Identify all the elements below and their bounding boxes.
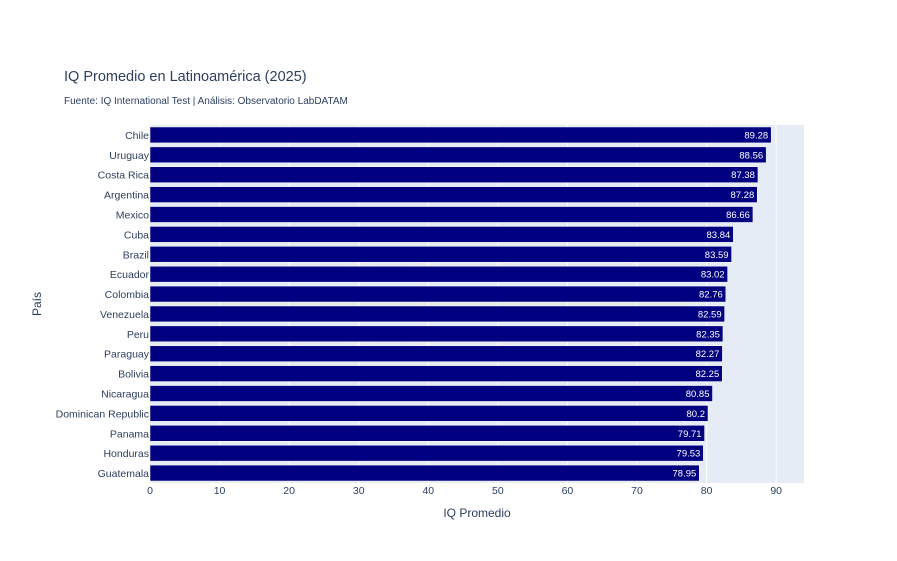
bar-value-label: 82.27 [696, 349, 720, 360]
bar-value-label: 78.95 [673, 469, 697, 480]
plot-area [150, 125, 804, 483]
y-tick-label: Mexico [116, 210, 149, 222]
bar [149, 146, 767, 164]
bar-value-label: 87.28 [730, 190, 754, 201]
chart-subtitle: Fuente: IQ International Test | Análisis… [64, 96, 348, 107]
bar [149, 464, 700, 482]
y-tick-label: Uruguay [109, 150, 149, 162]
y-tick-label: Paraguay [104, 349, 150, 361]
bar-value-label: 82.35 [696, 329, 720, 340]
bar [149, 345, 723, 362]
y-tick-label: Brazil [123, 249, 149, 261]
x-tick-label: 30 [353, 485, 365, 497]
x-tick-label: 70 [631, 485, 643, 497]
bar [149, 206, 754, 223]
bar [149, 186, 758, 203]
bar-value-label: 79.53 [677, 449, 701, 460]
gridlines [219, 125, 777, 483]
y-tick-label: Bolivia [118, 369, 149, 381]
y-tick-label: Costa Rica [98, 170, 150, 182]
x-tick-label: 80 [701, 485, 713, 497]
bar-value-label: 82.76 [699, 290, 723, 301]
y-tick-labels: Chile Uruguay Costa Rica Argentina Mexico Cub… [56, 130, 150, 480]
x-tick-label: 20 [283, 485, 295, 497]
bar [149, 405, 709, 422]
bar-value-label: 83.59 [705, 250, 729, 261]
bar-value-label: 79.71 [678, 429, 702, 440]
bar [149, 305, 725, 323]
x-tick-labels: 0 10 20 30 40 50 60 70 80 90 [147, 485, 782, 497]
bar [149, 425, 705, 442]
bar-value-label: 89.28 [744, 130, 768, 141]
chart-title: IQ Promedio en Latinoamérica (2025) [64, 69, 307, 85]
bars: 89.28 88.56 87.38 87.28 86.66 83.84 83.59 83.02… [149, 126, 772, 482]
y-tick-label: Honduras [103, 448, 149, 460]
bar [149, 325, 724, 343]
y-tick-label: Ecuador [110, 269, 150, 281]
y-tick-label: Colombia [105, 289, 150, 301]
bar [149, 385, 713, 402]
x-tick-label: 90 [770, 485, 782, 497]
x-tick-label: 50 [492, 485, 504, 497]
bar-value-label: 80.2 [686, 409, 705, 420]
x-tick-label: 10 [214, 485, 226, 497]
bar [149, 166, 759, 183]
x-tick-label: 0 [147, 485, 153, 497]
y-tick-label: Venezuela [100, 309, 149, 321]
x-tick-label: 40 [422, 485, 434, 497]
y-tick-label: Chile [125, 130, 149, 142]
y-tick-label: Guatemala [98, 468, 150, 480]
y-tick-label: Panama [110, 428, 149, 440]
y-tick-label: Cuba [124, 229, 149, 241]
bar-value-label: 88.56 [739, 150, 763, 161]
bar-value-label: 83.02 [701, 270, 725, 281]
bar-value-label: 82.25 [695, 369, 719, 380]
bar-value-label: 82.59 [698, 309, 722, 320]
bar [149, 285, 727, 303]
bar-value-label: 80.85 [686, 389, 710, 400]
bar-value-label: 83.84 [707, 230, 731, 241]
y-tick-label: Argentina [104, 190, 149, 202]
y-tick-label: Peru [127, 329, 149, 341]
bar [149, 126, 772, 144]
y-tick-label: Nicaragua [101, 389, 149, 401]
y-axis-title: País [30, 292, 44, 316]
bar-value-label: 87.38 [731, 170, 755, 181]
x-axis-title: IQ Promedio [443, 506, 511, 520]
bar [149, 444, 704, 462]
bar [149, 265, 728, 283]
bar-value-label: 86.66 [726, 210, 750, 221]
bar [149, 246, 732, 263]
y-tick-label: Dominican Republic [56, 408, 149, 420]
x-tick-label: 60 [562, 485, 574, 497]
bar [149, 365, 723, 382]
bar [149, 226, 734, 243]
